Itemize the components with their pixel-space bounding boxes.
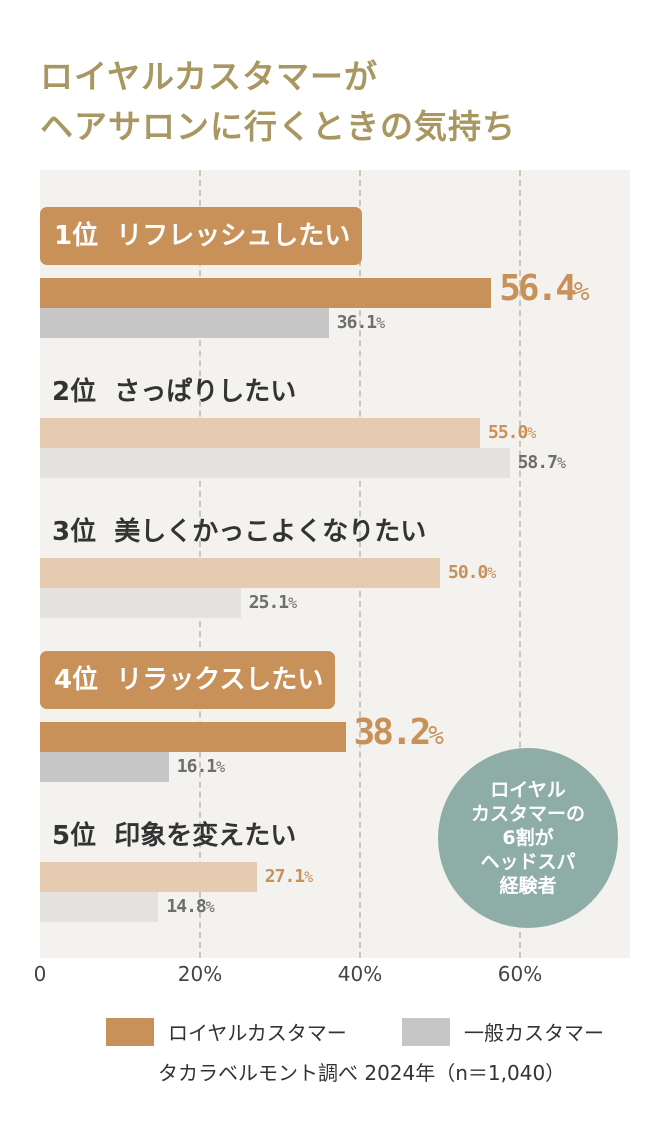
data-label-general: 36.1% xyxy=(336,312,386,333)
legend-item-general: 一般カスタマー xyxy=(402,1017,604,1046)
title-line-1: ロイヤルカスタマーが xyxy=(40,57,379,96)
data-label-royal: 27.1% xyxy=(264,866,314,887)
category-label: 5位 印象を変えたい xyxy=(52,821,297,851)
annotation-line: ヘッドスパ xyxy=(480,851,576,873)
bar-general xyxy=(40,752,169,782)
data-label-general: 58.7% xyxy=(517,452,566,473)
legend-label: 一般カスタマー xyxy=(464,1021,604,1045)
x-tick-label: 40% xyxy=(337,962,383,986)
bar-general xyxy=(40,448,510,478)
legend-swatch-royal xyxy=(106,1017,154,1046)
bar-royal xyxy=(40,558,440,588)
x-tick-label: 0 xyxy=(33,962,47,986)
category-label: 1位 リフレッシュしたい xyxy=(40,207,363,265)
source-note: タカラベルモント調べ 2024年（n＝1,040） xyxy=(158,1061,566,1085)
data-label-general: 14.8% xyxy=(166,896,215,917)
data-label-royal: 50.0% xyxy=(448,562,497,583)
annotation-line: 6割が xyxy=(502,827,554,849)
bar-royal xyxy=(40,862,257,892)
bar-general xyxy=(40,308,329,338)
legend-swatch-general xyxy=(402,1017,450,1046)
annotation-line: ロイヤル xyxy=(490,779,566,801)
bar-general xyxy=(40,892,159,922)
bar-royal xyxy=(40,278,492,308)
gridline xyxy=(519,170,521,958)
bar-royal xyxy=(40,722,346,752)
title-line-2: ヘアサロンに行くときの気持ち xyxy=(40,107,516,146)
annotation-line: 経験者 xyxy=(499,875,557,897)
data-label-royal: 56.4% xyxy=(499,268,590,309)
category-label: 4位 リラックスしたい xyxy=(40,651,336,709)
bar-royal xyxy=(40,418,480,448)
x-tick-label: 60% xyxy=(497,962,543,986)
bar-general xyxy=(40,588,241,618)
category-label: 3位 美しくかっこよくなりたい xyxy=(52,517,427,547)
data-label-general: 25.1% xyxy=(248,592,298,613)
headspa-annotation-badge: ロイヤル カスタマーの 6割が ヘッドスパ 経験者 xyxy=(438,748,618,928)
data-label-royal: 55.0% xyxy=(488,422,537,443)
data-label-royal: 38.2% xyxy=(353,712,444,753)
x-tick-label: 20% xyxy=(177,962,223,986)
data-label-general: 16.1% xyxy=(176,756,226,777)
legend-label: ロイヤルカスタマー xyxy=(168,1021,347,1045)
annotation-line: カスタマーの xyxy=(470,803,585,825)
category-label: 2位 さっぱりしたい xyxy=(52,377,297,407)
chart-title: ロイヤルカスタマーが ヘアサロンに行くときの気持ち xyxy=(40,52,516,152)
legend-item-royal: ロイヤルカスタマー xyxy=(106,1017,347,1046)
